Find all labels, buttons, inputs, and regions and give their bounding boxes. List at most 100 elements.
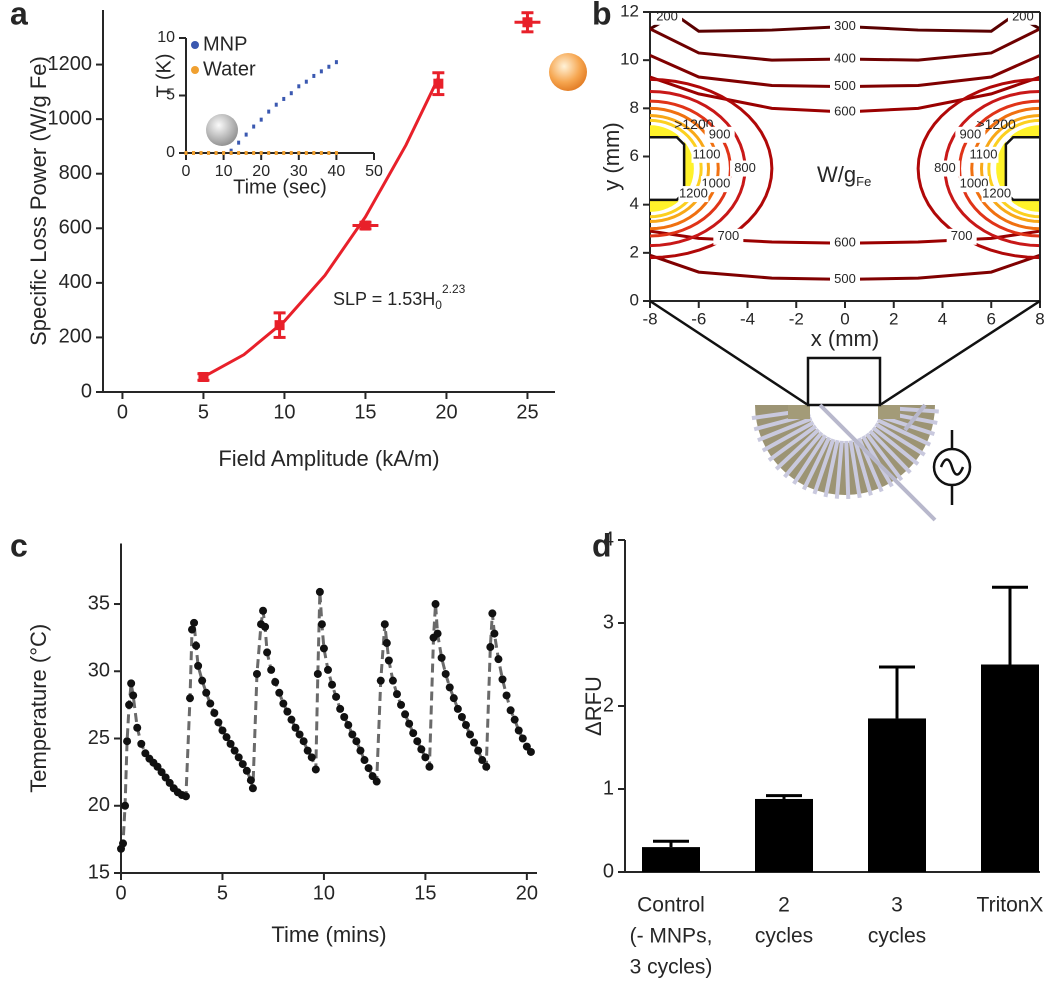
data-point (510, 715, 519, 724)
data-point (425, 762, 434, 771)
data-point (202, 688, 211, 697)
contour-label: 1000 (960, 176, 989, 191)
y-tick-label: 1 (603, 777, 614, 799)
bar (755, 798, 813, 872)
data-point (230, 746, 239, 755)
data-point (295, 730, 304, 739)
data-point (348, 730, 357, 739)
data-point (274, 320, 285, 331)
label-bg (830, 18, 860, 35)
y-tick-label: 15 (88, 861, 110, 883)
water-sphere (206, 114, 238, 146)
x-tick-label: 15 (354, 401, 376, 423)
contour-line (650, 106, 720, 231)
data-point (267, 665, 276, 674)
x-tick-label: 0 (115, 882, 126, 904)
x-tick-label: 2 (778, 894, 790, 917)
data-point (184, 151, 188, 155)
center-label-sub: Fe (856, 174, 871, 189)
data-point (271, 678, 280, 687)
fill-label: >1200 (976, 116, 1016, 132)
mnp-sphere (549, 53, 587, 91)
x-tick-label: -2 (789, 310, 804, 329)
data-point (317, 620, 326, 629)
data-point (127, 679, 136, 688)
data-point (282, 151, 286, 155)
data-point (267, 151, 271, 155)
data-point (304, 79, 308, 84)
y-tick-label: 4 (630, 194, 639, 213)
data-point (431, 600, 440, 609)
y-tick-label: 3 (603, 611, 614, 633)
y-tick-label: 0 (603, 860, 614, 882)
data-point (244, 151, 248, 155)
contour-label: 700 (717, 228, 739, 243)
data-point (466, 730, 475, 739)
coil-winding (761, 420, 815, 453)
coil-winding (868, 429, 912, 475)
data-point (437, 653, 446, 662)
data-point (304, 151, 308, 155)
label-bg (959, 176, 990, 193)
data-point (360, 756, 369, 765)
x-tick-label: cycles (755, 925, 813, 948)
x-tick-label: -4 (740, 310, 755, 329)
x-axis-label: x (mm) (811, 326, 879, 351)
x-tick-label: 6 (987, 310, 996, 329)
data-point (210, 708, 219, 717)
data-point (494, 655, 503, 664)
y-axis-label: Temperature (°C) (26, 624, 51, 793)
data-point (328, 680, 337, 689)
label-bg (691, 146, 722, 163)
data-point (287, 715, 296, 724)
y-tick-label: 6 (630, 146, 639, 165)
contour-label: 1200 (982, 186, 1011, 201)
contour-line (916, 77, 1040, 260)
coil-winding (767, 424, 818, 462)
data-point (401, 710, 410, 719)
contour-label: 800 (734, 160, 756, 175)
data-point (417, 745, 426, 754)
label-bg (730, 160, 761, 177)
data-point (263, 648, 272, 657)
data-point (457, 712, 466, 721)
data-point (289, 91, 293, 96)
fit-equation-sub: 0 (435, 298, 442, 312)
y-tick-label: 4 (603, 528, 614, 550)
y-tick-label: 8 (630, 98, 639, 117)
data-point (323, 665, 332, 674)
x-tick-label: 30 (290, 163, 308, 180)
data-point (123, 737, 132, 746)
data-point (283, 707, 292, 716)
center-label: W/gFe (817, 162, 871, 190)
data-point (261, 622, 270, 631)
y-tick-label: 0 (166, 144, 175, 161)
coil-winding (874, 422, 926, 457)
y-tick-label: 10 (620, 50, 639, 69)
data-point (490, 629, 499, 638)
data-point (192, 641, 201, 650)
data-point (506, 706, 515, 715)
data-point (327, 151, 331, 155)
data-point (514, 726, 523, 735)
contour-label: 1200 (679, 186, 708, 201)
data-point (334, 60, 338, 65)
data-point (246, 776, 255, 785)
y-tick-label: 600 (59, 217, 92, 239)
y-axis-label: y (mm) (599, 122, 624, 190)
label-bg (981, 186, 1012, 203)
data-point (185, 694, 194, 703)
data-point (315, 587, 324, 596)
contour-label: 1100 (693, 146, 721, 161)
y-tick-label: 25 (88, 727, 110, 749)
data-point (297, 151, 301, 155)
data-point (190, 618, 199, 627)
x-tick-label: 50 (365, 163, 383, 180)
data-point (313, 669, 322, 678)
label-bg (830, 78, 860, 95)
data-point (364, 764, 373, 773)
data-point (259, 151, 263, 155)
contour-label: 200 (1012, 8, 1034, 23)
label-bg (713, 228, 744, 245)
